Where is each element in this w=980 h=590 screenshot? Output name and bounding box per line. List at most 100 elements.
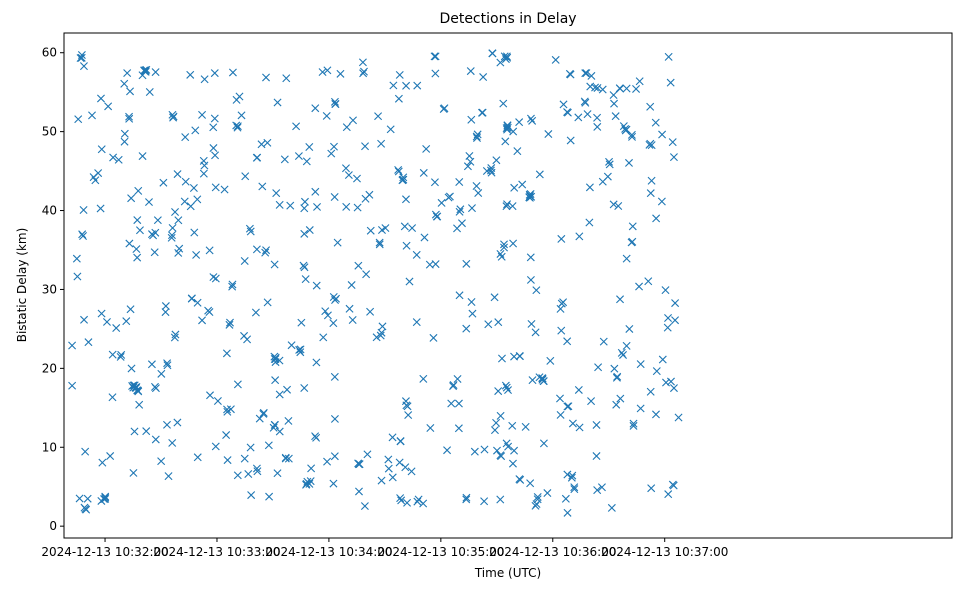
data-point (666, 78, 675, 87)
data-point (209, 144, 218, 153)
data-point (377, 328, 386, 337)
data-point (171, 330, 180, 339)
data-point (211, 274, 220, 283)
data-point (401, 195, 410, 204)
data-point (465, 151, 474, 160)
data-point (622, 254, 631, 263)
data-point (265, 492, 274, 501)
data-point (192, 250, 201, 259)
data-point (647, 484, 656, 493)
data-point (232, 121, 241, 130)
y-axis: 0 10 20 30 40 50 60 (42, 46, 64, 533)
data-point (210, 114, 219, 123)
data-point (585, 218, 594, 227)
data-point (145, 198, 153, 207)
data-point (574, 385, 583, 394)
data-point (273, 98, 282, 107)
data-point (616, 295, 625, 304)
data-point (668, 480, 677, 489)
data-point (209, 123, 218, 132)
data-point (593, 113, 602, 122)
data-point (490, 426, 499, 435)
data-point (318, 68, 327, 77)
data-point (431, 52, 440, 61)
data-point (161, 302, 170, 311)
data-point (627, 130, 636, 139)
data-point (211, 151, 220, 160)
data-point (222, 431, 231, 440)
data-point (171, 208, 180, 216)
data-point (586, 82, 595, 91)
data-point (284, 454, 293, 463)
data-point (271, 355, 280, 364)
data-point (187, 294, 196, 303)
data-point (275, 390, 284, 399)
data-point (669, 384, 678, 393)
data-point (193, 298, 202, 307)
data-point (170, 333, 179, 342)
data-point (592, 452, 601, 461)
data-point (635, 77, 644, 86)
data-point (408, 224, 417, 233)
data-point (244, 470, 253, 478)
data-point (151, 68, 160, 77)
data-point (510, 183, 519, 192)
data-point (644, 277, 653, 286)
data-point (311, 104, 320, 113)
data-point (611, 112, 620, 121)
data-point (74, 115, 83, 124)
data-point (126, 87, 135, 96)
data-point (164, 472, 173, 481)
data-point (575, 232, 584, 241)
data-point (375, 238, 384, 247)
chart-title: Detections in Delay (439, 11, 576, 27)
data-point (240, 454, 249, 463)
data-point (348, 316, 357, 324)
data-point (209, 273, 218, 282)
data-point (419, 374, 428, 383)
y-tick-label: 50 (42, 125, 57, 139)
data-point (397, 496, 406, 505)
data-point (652, 367, 661, 376)
data-point (413, 81, 422, 90)
data-point (312, 281, 321, 290)
data-point (658, 130, 667, 139)
data-point (462, 493, 471, 502)
data-point (405, 277, 414, 286)
data-point (319, 333, 328, 342)
x-tick-label: 2024-12-13 10:33:00 (153, 545, 280, 559)
data-point (222, 349, 231, 358)
data-point (330, 414, 339, 423)
data-point (97, 496, 106, 505)
data-point (352, 174, 361, 183)
data-point (646, 387, 655, 396)
data-point (474, 189, 483, 198)
data-point (494, 318, 503, 327)
data-point (138, 152, 147, 161)
data-point (443, 446, 452, 455)
data-point (88, 111, 97, 120)
data-point (462, 324, 471, 333)
data-point (609, 91, 618, 100)
data-point (257, 140, 266, 149)
data-point (526, 275, 535, 284)
data-point (619, 122, 628, 131)
data-point (300, 197, 309, 206)
data-point (81, 447, 90, 456)
data-point (613, 372, 622, 381)
plot-area (63, 32, 953, 539)
data-point (245, 224, 254, 233)
data-point (407, 467, 416, 476)
data-point (563, 470, 572, 479)
data-point (539, 377, 548, 386)
data-point (133, 253, 142, 262)
data-point (598, 177, 607, 186)
data-point (598, 85, 607, 94)
data-point (321, 307, 330, 316)
data-point (297, 318, 306, 327)
data-point (610, 99, 619, 108)
data-point (456, 205, 465, 214)
data-point (271, 376, 280, 385)
